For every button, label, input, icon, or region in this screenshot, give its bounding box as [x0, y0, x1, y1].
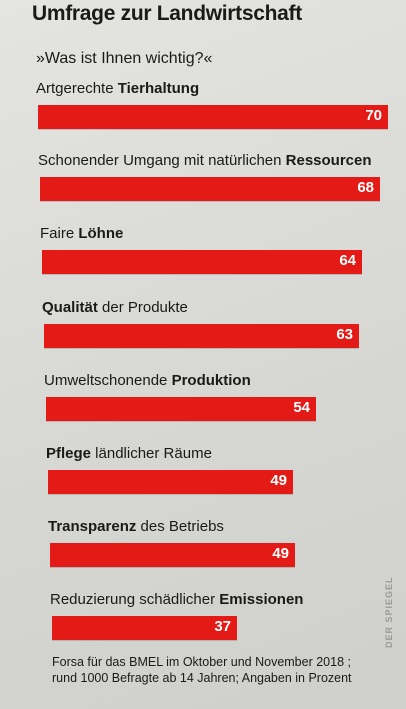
bar: 64	[42, 250, 362, 274]
bar-label-bold: Emissionen	[219, 591, 304, 608]
bar-label: Artgerechte Tierhaltung	[36, 80, 199, 97]
bar-value-label: 63	[336, 326, 353, 343]
bar-label-bold: Qualität	[42, 299, 98, 316]
bar: 63	[44, 324, 359, 348]
bar-value-label: 49	[270, 472, 287, 489]
bar-label-text: Schonender Umgang mit natürlichen	[38, 152, 286, 169]
bar-label-text: Reduzierung schädlicher	[50, 591, 220, 608]
bar-label: Umweltschonende Produktion	[44, 372, 251, 389]
bar: 37	[52, 616, 237, 640]
bar-label-bold: Ressourcen	[285, 152, 372, 169]
bar-value-label: 54	[293, 399, 310, 416]
chart-subtitle: »Was ist Ihnen wichtig?«	[36, 50, 213, 67]
bar-value-label: 68	[357, 179, 374, 196]
bar-label-text: Artgerechte	[36, 80, 118, 97]
bar-value-label: 70	[365, 107, 382, 124]
bar-label-bold: Löhne	[78, 225, 124, 242]
bar: 49	[50, 543, 295, 567]
bar-value-label: 64	[339, 252, 356, 269]
bar-label-text: der Produkte	[97, 299, 188, 316]
bar: 68	[40, 177, 380, 201]
bar-label-bold: Pflege	[46, 445, 92, 462]
bar-label-text: ländlicher Räume	[91, 445, 212, 462]
bar-label: Transparenz des Betriebs	[48, 518, 224, 535]
bar-label-bold: Produktion	[171, 372, 251, 389]
bar-label-bold: Transparenz	[48, 518, 137, 535]
bar-label: Qualität der Produkte	[42, 299, 188, 316]
chart-title: Umfrage zur Landwirtschaft	[32, 2, 302, 25]
bar-label: Faire Löhne	[40, 225, 123, 242]
bar: 70	[38, 105, 388, 129]
bar-label-text: Umweltschonende	[44, 372, 172, 389]
bar-label-text: des Betriebs	[136, 518, 224, 535]
bar: 49	[48, 470, 293, 494]
bar-label-bold: Tierhaltung	[117, 80, 200, 97]
bar-label-text: Faire	[40, 225, 79, 242]
source-note: Forsa für das BMEL im Oktober und Novemb…	[52, 655, 352, 685]
bar-value-label: 37	[214, 618, 231, 635]
bar-label: Reduzierung schädlicher Emissionen	[50, 591, 303, 608]
bar: 54	[46, 397, 316, 421]
bar-label: Pflege ländlicher Räume	[46, 445, 212, 462]
bar-label: Schonender Umgang mit natürlichen Ressou…	[38, 152, 372, 169]
bar-value-label: 49	[272, 545, 289, 562]
publisher-watermark: DER SPIEGEL	[384, 576, 394, 648]
